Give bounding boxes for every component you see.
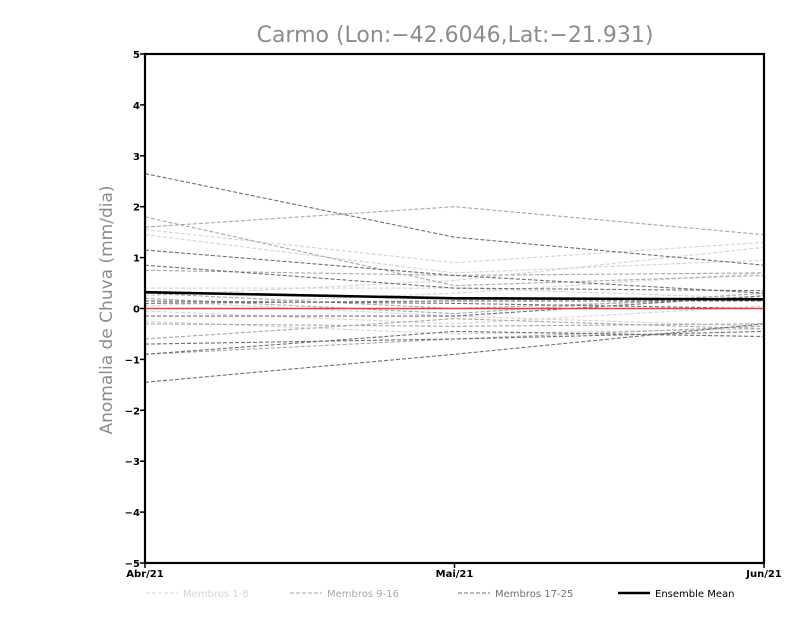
- y-tick-label: −2: [125, 406, 140, 417]
- y-tick-label: 0: [133, 305, 140, 316]
- series-line-m10: [144, 216, 765, 287]
- series-line-m23: [144, 330, 765, 355]
- x-tick-label: Abr/21: [126, 569, 163, 580]
- axis-layer: −5 −4 −3 −2 −1 0 1 2 3 4 5 Abr/21 Mai/21 Jun/21: [125, 50, 782, 580]
- x-tick-label: Mai/21: [436, 569, 474, 580]
- series-line-m17: [144, 173, 765, 266]
- series-line-m18: [144, 249, 765, 294]
- legend: Membros 1-8 Membros 9-16 Membros 17-25 Ense…: [146, 589, 734, 600]
- x-tick-label: Jun/21: [745, 569, 782, 580]
- y-tick-label: 4: [133, 101, 140, 112]
- y-tick-label: 1: [133, 254, 140, 265]
- series-line-m20: [144, 300, 764, 304]
- series-line-m8: [145, 287, 765, 299]
- y-tick-label: −4: [125, 508, 140, 519]
- y-tick-label: −3: [125, 457, 140, 468]
- y-tick-label: −5: [125, 559, 140, 570]
- series-line-m5: [144, 320, 765, 335]
- series-line-m1: [144, 229, 765, 264]
- ensemble-mean-line: [144, 290, 765, 301]
- series-line-m24: [144, 300, 765, 310]
- legend-label: Membros 17-25: [495, 589, 573, 600]
- legend-label: Membros 1-8: [183, 589, 249, 600]
- series-line-m13: [144, 318, 765, 340]
- legend-label: Membros 9-16: [327, 589, 399, 600]
- y-tick-label: 3: [133, 152, 140, 163]
- series-line-m15: [144, 325, 765, 355]
- y-tick-label: 5: [133, 50, 140, 61]
- series-line-m14: [144, 323, 765, 327]
- chart-title: Carmo (Lon:−42.6046,Lat:−21.931): [257, 23, 654, 48]
- series-line-m22: [144, 323, 765, 383]
- y-tick-label: −1: [125, 355, 140, 366]
- legend-label: Ensemble Mean: [655, 589, 734, 600]
- series-line-m19: [144, 264, 765, 292]
- series-line-m7: [144, 305, 765, 325]
- series-line-m21: [144, 330, 765, 345]
- series-line-m2: [144, 234, 765, 274]
- y-axis-label: Anomalia de Chuva (mm/dia): [97, 185, 117, 434]
- series-line-m3: [144, 246, 765, 297]
- series-line-m11: [144, 269, 765, 276]
- series-line-m25: [145, 295, 765, 317]
- y-tick-label: 2: [133, 203, 140, 214]
- series-line-m9: [144, 206, 765, 236]
- series-layer: [144, 173, 765, 383]
